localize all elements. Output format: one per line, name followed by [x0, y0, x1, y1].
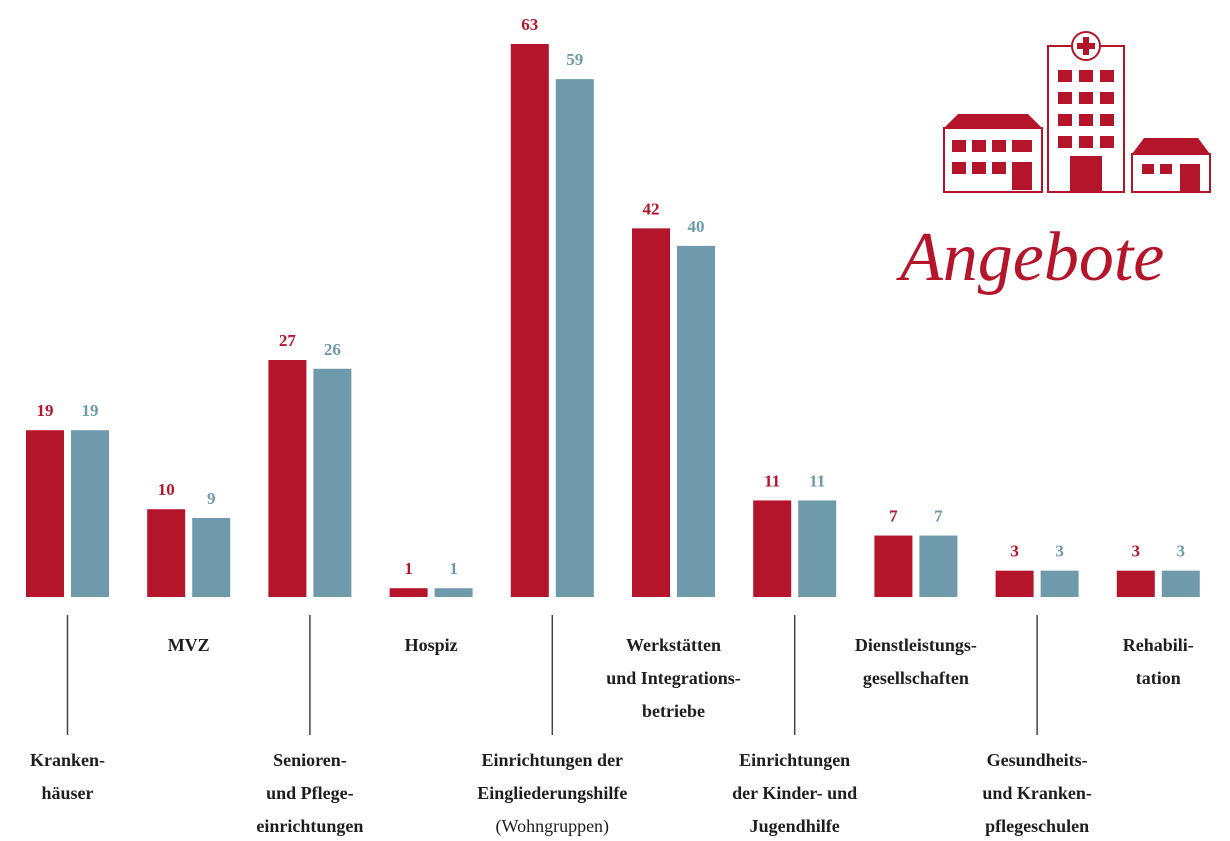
x-tick-label: einrichtungen: [256, 816, 363, 836]
value-label: 42: [643, 199, 660, 218]
bar: [995, 570, 1034, 597]
x-tick-label: gesellschaften: [863, 668, 969, 688]
value-label: 3: [1055, 542, 1064, 561]
bar: [632, 228, 670, 598]
x-tick-label: Werkstätten: [626, 635, 721, 655]
bar: [874, 535, 913, 597]
bar: [71, 430, 109, 597]
bar: [268, 360, 307, 597]
value-label: 7: [934, 507, 943, 526]
bar: [555, 79, 594, 598]
value-label: 11: [809, 471, 825, 490]
bar: [192, 518, 231, 597]
x-tick-label: und Pflege-: [266, 783, 354, 803]
x-tick-label: Rehabili-: [1123, 635, 1194, 655]
bar: [389, 588, 428, 597]
x-tick-label: und Kranken-: [982, 783, 1092, 803]
bar: [510, 44, 549, 597]
x-tick-label: Jugendhilfe: [750, 816, 840, 836]
x-tick-label: pflegeschulen: [985, 816, 1089, 836]
value-label: 63: [521, 15, 538, 34]
value-label: 10: [158, 480, 175, 499]
value-label: 3: [1177, 542, 1186, 561]
value-label: 27: [279, 331, 297, 350]
x-tick-label: Hospiz: [405, 635, 458, 655]
bar: [1116, 570, 1155, 597]
x-tick-label: Dienstleistungs-: [855, 635, 977, 655]
value-label: 3: [1132, 542, 1141, 561]
x-tick-label: Kranken-: [30, 750, 105, 770]
bar: [313, 368, 352, 597]
value-label: 1: [404, 559, 413, 578]
x-tick-label: (Wohngruppen): [496, 816, 610, 837]
bar: [434, 588, 473, 597]
bar: [753, 500, 792, 597]
x-tick-label: betriebe: [642, 701, 705, 721]
value-label: 7: [889, 507, 898, 526]
x-tick-label: MVZ: [168, 635, 210, 655]
bar: [26, 430, 64, 597]
x-tick-label: Gesundheits-: [987, 750, 1088, 770]
x-tick-label: Einrichtungen der: [482, 750, 624, 770]
value-label: 1: [449, 559, 458, 578]
value-label: 9: [207, 489, 216, 508]
value-label: 40: [688, 217, 705, 236]
x-tick-label: häuser: [41, 783, 93, 803]
bar: [798, 500, 837, 597]
x-tick-label: und Integrations-: [606, 668, 741, 688]
value-label: 3: [1010, 542, 1019, 561]
bar: [1040, 570, 1079, 597]
value-label: 19: [37, 401, 54, 420]
bar: [677, 245, 715, 597]
x-tick-label: tation: [1136, 668, 1181, 688]
value-label: 11: [764, 471, 780, 490]
bar: [919, 535, 958, 597]
x-tick-label: der Kinder- und: [732, 783, 857, 803]
value-label: 59: [566, 50, 583, 69]
value-label: 26: [324, 340, 341, 359]
bar: [147, 509, 186, 597]
x-tick-label: Eingliederungshilfe: [477, 783, 627, 803]
bar: [1161, 570, 1200, 597]
x-tick-label: Senioren-: [273, 750, 347, 770]
x-tick-label: Einrichtungen: [739, 750, 850, 770]
hospital-icon: [943, 31, 1211, 193]
chart-title: Angebote: [896, 219, 1164, 296]
value-label: 19: [82, 401, 99, 420]
